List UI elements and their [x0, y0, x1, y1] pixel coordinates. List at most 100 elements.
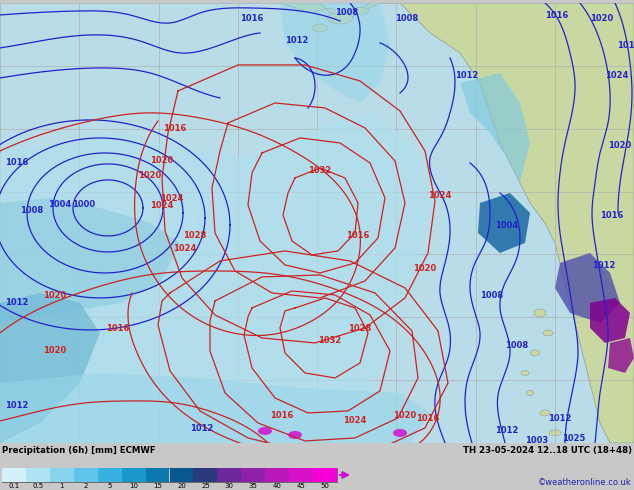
Text: Precipitation (6h) [mm] ECMWF: Precipitation (6h) [mm] ECMWF [2, 446, 155, 455]
Text: 1020: 1020 [590, 14, 613, 23]
Text: 35: 35 [249, 483, 257, 489]
Text: 1008: 1008 [395, 14, 418, 23]
Text: 1032: 1032 [318, 336, 342, 345]
Ellipse shape [526, 391, 533, 395]
Text: 1016: 1016 [5, 158, 29, 168]
Text: 15: 15 [153, 483, 162, 489]
Ellipse shape [534, 309, 546, 317]
Polygon shape [555, 253, 620, 323]
Text: 25: 25 [201, 483, 210, 489]
Text: 1020: 1020 [138, 171, 162, 180]
Ellipse shape [531, 350, 540, 356]
Bar [98, 468, 122, 482]
Ellipse shape [258, 427, 272, 435]
Bar [50, 468, 74, 482]
Text: 1012: 1012 [5, 298, 29, 307]
Text: 1004: 1004 [48, 200, 71, 209]
Text: 1024: 1024 [160, 194, 184, 203]
Text: 1012: 1012 [285, 36, 308, 45]
Ellipse shape [393, 429, 407, 437]
Text: 1028: 1028 [348, 324, 372, 333]
Polygon shape [280, 3, 390, 103]
Text: 1020: 1020 [393, 411, 417, 420]
Text: ©weatheronline.co.uk: ©weatheronline.co.uk [538, 478, 632, 487]
Polygon shape [0, 198, 180, 323]
Ellipse shape [351, 7, 369, 14]
Bar [74, 468, 98, 482]
Text: 1012: 1012 [5, 401, 29, 410]
Ellipse shape [328, 12, 353, 24]
Text: 1008: 1008 [480, 291, 503, 300]
Text: 1016: 1016 [270, 411, 294, 420]
Bar [242, 468, 265, 482]
Text: 1008: 1008 [335, 8, 358, 17]
Polygon shape [590, 298, 630, 343]
Ellipse shape [313, 24, 328, 32]
Text: TH 23-05-2024 12..18 UTC (18+48): TH 23-05-2024 12..18 UTC (18+48) [463, 446, 632, 455]
Text: 1012: 1012 [495, 426, 519, 435]
Text: 50: 50 [321, 483, 330, 489]
Text: 1008: 1008 [20, 206, 43, 216]
Bar [313, 468, 337, 482]
Text: 1032: 1032 [308, 166, 332, 175]
Text: 1016: 1016 [417, 414, 440, 423]
Text: 5: 5 [108, 483, 112, 489]
Bar [193, 468, 217, 482]
Text: 1028: 1028 [183, 231, 207, 240]
Text: 1016: 1016 [107, 324, 130, 333]
Bar [2, 468, 337, 482]
Text: 1016: 1016 [346, 231, 370, 240]
Text: 1024: 1024 [344, 416, 366, 425]
Text: 1024: 1024 [150, 201, 174, 210]
Ellipse shape [549, 430, 561, 436]
Text: 1016: 1016 [164, 124, 186, 133]
Ellipse shape [543, 330, 553, 336]
Text: 45: 45 [297, 483, 306, 489]
Text: 1024: 1024 [173, 244, 197, 253]
Bar [169, 468, 193, 482]
Text: 1020: 1020 [43, 346, 67, 355]
Text: 1024: 1024 [429, 191, 451, 200]
Polygon shape [0, 293, 100, 443]
Text: 1012: 1012 [548, 414, 571, 423]
Text: 1003: 1003 [525, 436, 548, 445]
Polygon shape [0, 113, 430, 443]
Polygon shape [0, 373, 430, 443]
Text: 1012: 1012 [190, 424, 214, 433]
Text: 0.1: 0.1 [8, 483, 20, 489]
Bar [146, 468, 169, 482]
Text: 1024: 1024 [605, 71, 628, 80]
Text: 1016: 1016 [600, 211, 623, 220]
Bar [2, 468, 26, 482]
Polygon shape [608, 338, 634, 373]
Polygon shape [370, 3, 634, 443]
Text: 1016: 1016 [545, 11, 568, 20]
Text: 1012: 1012 [592, 261, 616, 270]
Polygon shape [478, 193, 530, 253]
Text: 1: 1 [60, 483, 64, 489]
Bar [265, 468, 289, 482]
Text: 0.5: 0.5 [32, 483, 44, 489]
Text: 30: 30 [225, 483, 234, 489]
Text: 1008: 1008 [505, 341, 528, 350]
Text: 1012: 1012 [455, 71, 479, 80]
Text: 1020: 1020 [608, 141, 631, 150]
Text: 1000: 1000 [72, 200, 95, 209]
Text: 10: 10 [129, 483, 138, 489]
Ellipse shape [288, 431, 302, 439]
Text: 1020: 1020 [413, 264, 437, 273]
Text: 20: 20 [177, 483, 186, 489]
Text: 1012: 1012 [617, 41, 634, 50]
Bar [26, 468, 50, 482]
Text: 1004: 1004 [495, 221, 518, 230]
Bar [122, 468, 146, 482]
Ellipse shape [540, 410, 550, 416]
Ellipse shape [521, 370, 529, 375]
Bar [289, 468, 313, 482]
Text: 1020: 1020 [150, 156, 174, 165]
Polygon shape [280, 3, 380, 23]
Polygon shape [460, 73, 530, 183]
Text: 2: 2 [84, 483, 88, 489]
Text: 40: 40 [273, 483, 281, 489]
Text: 1025: 1025 [562, 434, 585, 443]
